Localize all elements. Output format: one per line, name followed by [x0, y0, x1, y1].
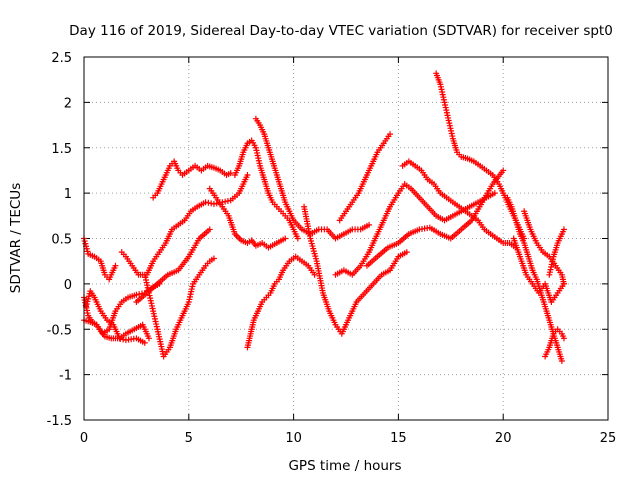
data-series [231, 137, 301, 242]
y-tick-label: -0.5 [47, 323, 72, 338]
data-series [510, 235, 567, 306]
data-series [252, 115, 373, 242]
data-series [150, 158, 234, 201]
data-point [244, 171, 251, 178]
x-tick-labels: 0 5 10 15 20 25 [80, 431, 616, 446]
data-point [210, 201, 217, 208]
data-series [542, 326, 567, 360]
data-point [294, 235, 301, 242]
data-point [227, 170, 234, 177]
y-tick-label: 1.5 [51, 142, 72, 157]
data-point [366, 221, 373, 228]
data-series [83, 288, 152, 342]
data-series [206, 185, 289, 251]
y-tick-labels: -1.5 -1 -0.5 0 0.5 1 1.5 2 2.5 [47, 51, 72, 429]
data-series [81, 235, 119, 283]
data-point [558, 358, 565, 365]
data-point [311, 271, 318, 278]
x-tick-label: 10 [285, 431, 302, 446]
y-tick-label: 1 [64, 187, 72, 202]
data-point [133, 291, 140, 298]
data-point [403, 249, 410, 256]
data-point [145, 335, 152, 342]
data-point [120, 336, 127, 343]
data-point [208, 200, 215, 207]
data-point [141, 339, 148, 346]
data-point [210, 255, 217, 262]
data-point [224, 197, 231, 204]
data-point [282, 235, 289, 242]
data-point [560, 335, 567, 342]
y-tick-label: -1 [59, 369, 72, 384]
chart-title: Day 116 of 2019, Sidereal Day-to-day VTE… [69, 23, 613, 39]
x-tick-label: 5 [185, 431, 193, 446]
data-series [133, 226, 213, 306]
data-series [143, 171, 251, 278]
data-point [560, 280, 567, 287]
data-series [399, 158, 519, 251]
data-series [118, 249, 217, 360]
data-series [336, 131, 394, 224]
data-series [504, 194, 565, 365]
data-series [363, 167, 507, 269]
x-tick-label: 15 [390, 431, 407, 446]
y-tick-label: 2 [64, 96, 72, 111]
x-tick-label: 25 [600, 431, 617, 446]
x-axis-label: GPS time / hours [288, 458, 401, 474]
data-series [546, 226, 567, 278]
data-point [560, 226, 567, 233]
y-tick-label: 2.5 [51, 51, 72, 66]
y-tick-label: -1.5 [47, 414, 72, 429]
data-point [222, 198, 229, 205]
data-series [301, 203, 410, 337]
y-tick-label: 0 [64, 278, 72, 293]
x-tick-label: 20 [495, 431, 512, 446]
data-point [136, 291, 143, 298]
data-point [500, 167, 507, 174]
data-point [202, 199, 209, 206]
plot-border [83, 56, 609, 421]
y-axis-label: SDTVAR / TECUs [8, 183, 24, 293]
y-tick-label: 0.5 [51, 233, 72, 248]
data-series [521, 208, 567, 287]
data-points [81, 70, 567, 365]
data-point [112, 262, 119, 269]
data-point [491, 190, 498, 197]
data-series [244, 253, 318, 351]
data-point [206, 226, 213, 233]
data-point [387, 131, 394, 138]
x-tick-label: 0 [80, 431, 88, 446]
data-point [205, 199, 212, 206]
